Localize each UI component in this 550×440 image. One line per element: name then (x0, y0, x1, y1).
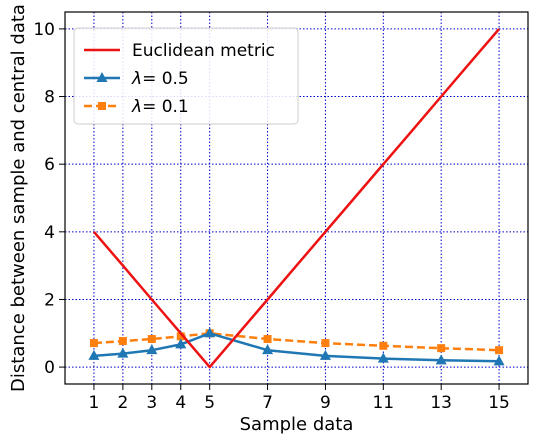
legend-box (73, 27, 299, 125)
x-axis-title: Sample data (240, 414, 354, 435)
y-tick-label: 2 (44, 290, 55, 310)
legend-label: λ= 0.1 (131, 97, 189, 117)
triangle-marker (88, 349, 100, 360)
legend-label: λ= 0.5 (131, 69, 189, 89)
x-tick-label: 9 (320, 393, 331, 413)
triangle-marker (319, 349, 331, 360)
square-marker (147, 335, 156, 344)
triangle-marker (204, 327, 216, 338)
x-tick-label: 1 (89, 393, 100, 413)
square-marker (118, 337, 127, 346)
legend-label-text: = 0.1 (142, 97, 189, 117)
triangle-marker (146, 344, 158, 355)
y-tick-label: 4 (44, 223, 55, 243)
series-0 (92, 28, 501, 369)
square-marker (263, 335, 272, 344)
plot-series (88, 28, 505, 369)
square-marker (495, 346, 504, 355)
triangle-marker (117, 347, 129, 358)
triangle-marker (493, 355, 505, 366)
square-marker (98, 102, 106, 110)
x-tick-label: 7 (262, 393, 273, 413)
x-tick-label: 15 (488, 393, 510, 413)
square-marker (321, 339, 330, 348)
legend-label-text: = 0.5 (142, 69, 189, 89)
y-tick-label: 6 (44, 155, 55, 175)
legend-label-symbol: λ (131, 97, 142, 117)
legend-label: Euclidean metric (132, 41, 275, 61)
plot-frame (64, 11, 529, 385)
y-tick-label: 10 (33, 20, 55, 40)
x-tick-label: 5 (204, 393, 215, 413)
y-tick-label: 8 (44, 88, 55, 108)
legend-label-text: Euclidean metric (132, 41, 275, 61)
triangle-marker (96, 72, 108, 82)
triangle-marker (435, 354, 447, 365)
x-tick-label: 3 (146, 393, 157, 413)
y-tick-label: 0 (44, 358, 55, 378)
square-marker (176, 332, 185, 341)
triangle-marker (262, 344, 274, 355)
y-axis-title: Distance between sample and central data (8, 4, 29, 392)
square-marker (89, 339, 98, 348)
x-tick-label: 11 (372, 393, 394, 413)
x-tick-label: 13 (430, 393, 452, 413)
triangle-marker (377, 352, 389, 363)
square-marker (379, 341, 388, 350)
square-marker (437, 344, 446, 353)
x-tick-label: 4 (175, 393, 186, 413)
series-line (93, 332, 500, 363)
series-line (92, 28, 501, 369)
series-line (93, 332, 500, 352)
series-1 (88, 327, 505, 366)
triangle-marker (175, 338, 187, 349)
legend-label-symbol: λ (131, 69, 142, 89)
x-tick-label: 2 (117, 393, 128, 413)
